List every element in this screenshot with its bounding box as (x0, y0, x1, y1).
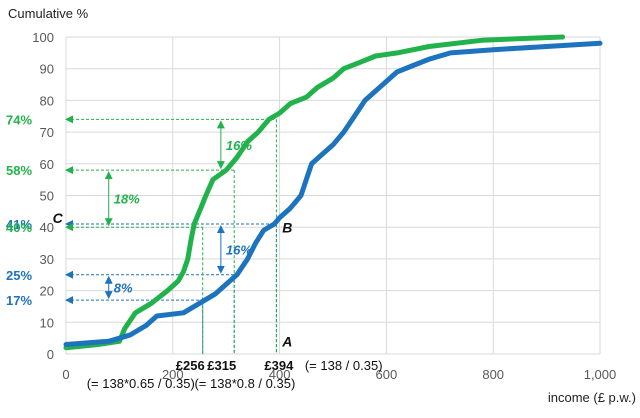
guide-lines (65, 115, 277, 354)
x-tick-label: 200 (162, 367, 184, 382)
bracket-label-blue: 16% (226, 242, 252, 257)
y-tick-label: 40 (40, 220, 54, 235)
point-label-c: C (53, 210, 64, 226)
bracket-label-blue: 8% (114, 280, 133, 295)
y-tick-label: 70 (40, 125, 54, 140)
level-label-blue: 25% (6, 268, 32, 283)
point-label-b: B (282, 220, 292, 236)
x-tick-label: 600 (376, 367, 398, 382)
level-label-blue: 17% (6, 293, 32, 308)
formula-label: (= 138*0.8 / 0.35) (194, 376, 295, 391)
bracket-label-green: 16% (226, 138, 252, 153)
series-lines (63, 34, 603, 351)
series-line-blue (63, 40, 603, 347)
level-label-green: 40% (6, 220, 32, 235)
y-tick-label: 60 (40, 157, 54, 172)
y-tick-label: 30 (40, 252, 54, 267)
x-tick-label: 0 (62, 367, 69, 382)
y-tick-label: 10 (40, 315, 54, 330)
annotations: 74% 58% 41%40% 25% 17% 16% 18% 16% 8% A B C £256 £315… (6, 112, 383, 391)
grid (65, 36, 601, 355)
point-label-a: A (281, 334, 292, 350)
y-tick-label: 80 (40, 93, 54, 108)
level-label-green: 58% (6, 163, 32, 178)
level-label-green: 74% (6, 112, 32, 127)
income-label: £315 (207, 358, 236, 373)
y-tick-label: 90 (40, 62, 54, 77)
x-axis-title: income (£ p.w.) (548, 390, 636, 405)
tick-labels: 0 10 20 30 40 50 60 70 80 90 100 0 200 400 600 800 1,000 (32, 30, 616, 382)
y-tick-label: 0 (47, 347, 54, 362)
x-tick-label: 1,000 (584, 367, 617, 382)
formula-label: (= 138 / 0.35) (305, 358, 383, 373)
income-label: £256 (176, 358, 205, 373)
y-tick-label: 50 (40, 189, 54, 204)
level-label-blue: 41% (6, 217, 32, 232)
y-tick-label: 20 (40, 284, 54, 299)
x-tick-label: 400 (269, 367, 291, 382)
income-label: £394 (264, 358, 294, 373)
y-axis-title: Cumulative % (8, 6, 89, 21)
x-tick-label: 800 (482, 367, 504, 382)
y-tick-label: 100 (32, 30, 54, 45)
series-line-green (63, 34, 566, 351)
formula-label: (= 138*0.65 / 0.35) (87, 376, 195, 391)
bracket-label-green: 18% (114, 192, 140, 207)
